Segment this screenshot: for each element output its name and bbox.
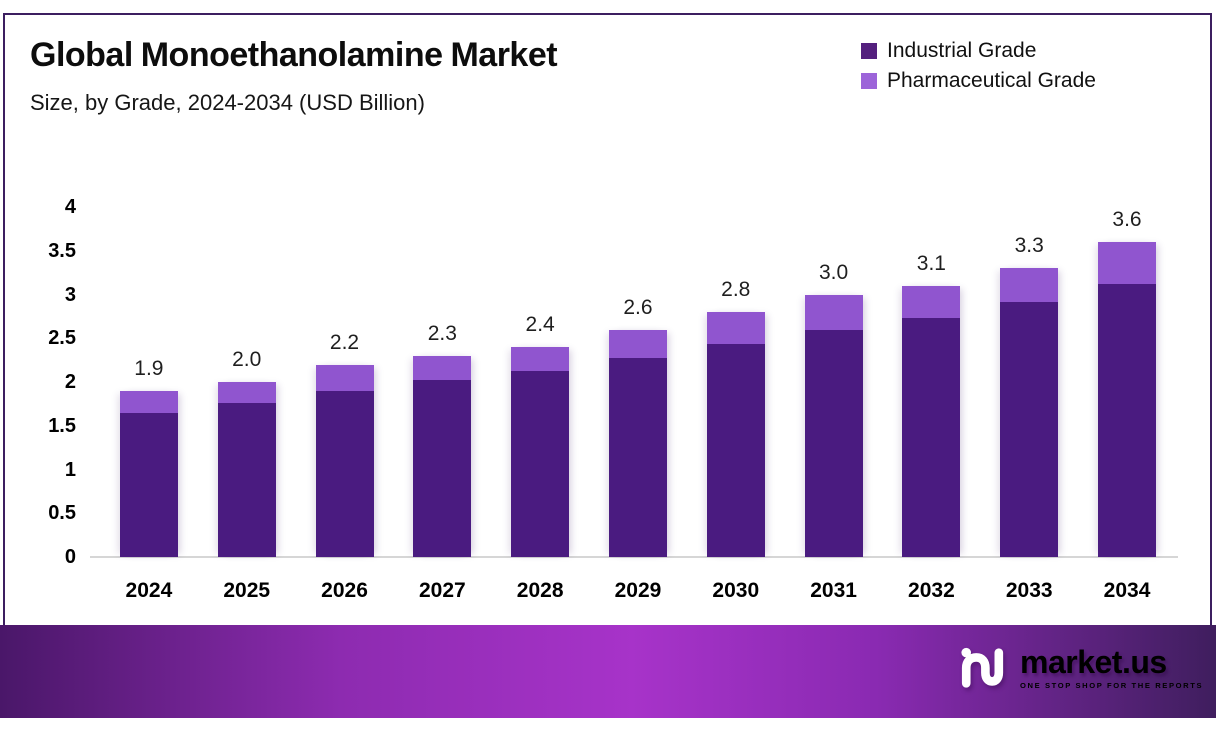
x-axis-label-2026: 2026 [321, 579, 368, 602]
bar-2029-industrial-segment [608, 357, 667, 557]
legend-item-industrial: Industrial Grade [861, 38, 1096, 64]
bar-2024-pharmaceutical-segment [119, 390, 178, 413]
chart-title: Global Monoethanolamine Market [30, 36, 558, 74]
x-axis-label-2028: 2028 [516, 579, 564, 602]
bar-value-label-2029: 2.6 [623, 295, 653, 319]
bar-value-label-2030: 2.8 [721, 278, 751, 301]
bar-stack-2026 [315, 364, 374, 557]
bar-2025-pharmaceutical-segment [217, 382, 276, 403]
bar-2031-pharmaceutical-segment [804, 294, 863, 331]
x-axis-label-2030: 2030 [712, 579, 760, 602]
bar-value-label-2026: 2.2 [329, 330, 360, 354]
bar-value-label-2025: 2.0 [232, 348, 262, 371]
bar-group-2027: 2.3 2027 [393, 207, 491, 602]
bar-value-label-2028: 2.4 [525, 313, 555, 336]
bar-2032-industrial-segment [902, 318, 961, 557]
bar-group-2030: 2.8 2030 [687, 207, 785, 602]
bar-2028-pharmaceutical-segment [511, 347, 570, 371]
bar-stack-2031 [804, 294, 863, 557]
legend: Industrial Grade Pharmaceutical Grade [861, 38, 1096, 98]
y-tick-label: 2 [64, 371, 76, 393]
bar-2027-pharmaceutical-segment [413, 355, 472, 381]
marketus-logo: market.us ONE STOP SHOP FOR THE REPORTS [958, 644, 1203, 690]
bar-2033-industrial-segment [1000, 301, 1059, 557]
y-tick-label: 3.5 [48, 239, 76, 262]
bar-stack-2033 [1000, 268, 1059, 557]
x-axis-label-2025: 2025 [223, 579, 271, 602]
y-tick-label: 3 [64, 283, 76, 306]
bar-value-label-2024: 1.9 [134, 356, 164, 380]
bar-value-label-2027: 2.3 [427, 321, 457, 345]
bar-group-2024: 1.9 2024 [100, 207, 198, 602]
legend-label: Pharmaceutical Grade [887, 69, 1096, 92]
bar-value-label-2034: 3.6 [1112, 208, 1142, 231]
bar-group-2029: 2.6 2029 [589, 207, 687, 602]
bar-2025-industrial-segment [217, 403, 276, 557]
legend-swatch [861, 73, 877, 89]
marketus-logo-icon [961, 647, 1004, 688]
bar-stack-2027 [413, 355, 472, 557]
x-axis-label-2029: 2029 [614, 579, 662, 602]
x-axis-label-2032: 2032 [908, 579, 955, 602]
y-axis: 4 3.5 3 2.5 2 1.5 1 0.5 0 [24, 0, 76, 620]
bar-2026-industrial-segment [315, 390, 374, 557]
x-axis-label-2033: 2033 [1005, 579, 1053, 602]
legend-item-pharmaceutical: Pharmaceutical Grade [861, 68, 1096, 94]
marketus-logo-textblock: market.us ONE STOP SHOP FOR THE REPORTS [1020, 645, 1203, 690]
x-axis-label-2027: 2027 [418, 579, 466, 602]
bar-group-2031: 3.0 2031 [785, 207, 883, 602]
bar-group-2032: 3.1 2032 [883, 207, 981, 602]
y-tick-label: 0 [64, 546, 76, 568]
x-axis-label-2024: 2024 [125, 579, 173, 602]
bar-stack-2034 [1098, 242, 1157, 557]
chart-subtitle: Size, by Grade, 2024-2034 (USD Billion) [30, 90, 425, 115]
y-tick-label: 4 [64, 196, 76, 218]
bar-2034-pharmaceutical-segment [1098, 242, 1157, 284]
y-tick-label: 1.5 [48, 414, 76, 437]
legend-swatch [861, 43, 877, 59]
bars-row: 1.9 2024 2.0 2025 2.2 2026 2.3 2027 2.4 2028 2.6 20… [100, 207, 1176, 602]
bar-2034-industrial-segment [1098, 284, 1157, 557]
y-tick-label: 1 [64, 458, 76, 481]
footer-banner: The Market will Grow At the CAGR of: 6.5… [0, 625, 1216, 718]
bar-stack-2032 [902, 285, 961, 557]
bar-2026-pharmaceutical-segment [315, 364, 374, 391]
bar-2024-industrial-segment [119, 412, 178, 557]
bar-2033-pharmaceutical-segment [1000, 268, 1059, 302]
bar-stack-2025 [217, 382, 276, 557]
bar-2028-industrial-segment [511, 370, 570, 557]
bar-stack-2024 [119, 390, 178, 557]
bar-2030-industrial-segment [706, 344, 765, 557]
y-tick-label: 0.5 [48, 502, 76, 525]
legend-label: Industrial Grade [887, 39, 1037, 62]
bar-group-2033: 3.3 2033 [980, 207, 1078, 602]
bar-2032-pharmaceutical-segment [902, 285, 961, 319]
bar-value-label-2033: 3.3 [1014, 234, 1044, 258]
bar-2030-pharmaceutical-segment [706, 312, 765, 345]
bar-stack-2028 [511, 347, 570, 557]
bar-stack-2030 [706, 312, 765, 557]
x-axis-label-2031: 2031 [810, 579, 857, 602]
bar-2027-industrial-segment [413, 380, 472, 557]
bar-value-label-2032: 3.1 [916, 251, 946, 275]
marketus-logo-tagline: ONE STOP SHOP FOR THE REPORTS [1020, 680, 1204, 690]
y-tick-label: 2.5 [48, 327, 76, 350]
bar-2029-pharmaceutical-segment [608, 329, 667, 358]
x-axis-line [90, 556, 1178, 558]
x-axis-label-2034: 2034 [1103, 579, 1151, 602]
bar-group-2034: 3.6 2034 [1078, 207, 1176, 602]
marketus-logo-text: market.us [1020, 643, 1167, 680]
bar-group-2026: 2.2 2026 [296, 207, 394, 602]
bar-group-2025: 2.0 2025 [198, 207, 296, 602]
bar-value-label-2031: 3.0 [818, 260, 849, 284]
bar-2031-industrial-segment [804, 330, 863, 557]
bar-group-2028: 2.4 2028 [491, 207, 589, 602]
bar-stack-2029 [608, 329, 667, 557]
